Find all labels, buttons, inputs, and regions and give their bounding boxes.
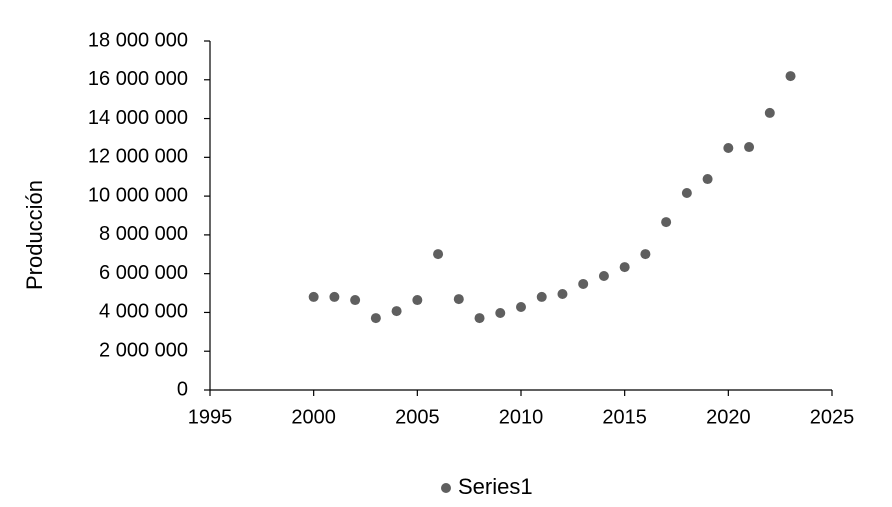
legend-label: Series1 — [458, 474, 533, 499]
point — [661, 217, 672, 228]
y-tick-label: 16 000 000 — [88, 68, 188, 90]
point — [557, 289, 568, 300]
point — [391, 306, 402, 317]
point — [785, 71, 796, 82]
point — [474, 313, 485, 324]
point — [598, 270, 609, 281]
point — [723, 143, 734, 154]
y-axis-label: Producción — [22, 180, 47, 290]
x-tick-label: 2005 — [395, 406, 440, 428]
y-tick-label: 0 — [177, 378, 188, 400]
point — [308, 291, 319, 302]
point — [764, 107, 775, 118]
x-tick-label: 1995 — [188, 406, 233, 428]
point — [516, 302, 526, 313]
point — [681, 188, 692, 199]
point — [578, 278, 589, 289]
point — [453, 294, 464, 305]
x-tick-label: 2025 — [810, 406, 855, 428]
y-tick-label: 2 000 000 — [99, 340, 188, 362]
point — [433, 249, 444, 260]
y-tick-label: 6 000 000 — [99, 262, 188, 284]
x-tick-label: 2020 — [706, 406, 751, 428]
point — [350, 295, 361, 306]
point — [702, 174, 713, 185]
point — [370, 313, 381, 324]
y-tick-label: 14 000 000 — [88, 107, 188, 129]
x-tick-label: 2010 — [499, 406, 544, 428]
x-tick-label: 2015 — [602, 406, 647, 428]
point — [329, 291, 340, 302]
point — [640, 249, 651, 260]
legend-marker — [441, 483, 451, 493]
y-tick-label: 12 000 000 — [88, 146, 188, 168]
point — [619, 262, 630, 273]
y-tick-label: 10 000 000 — [88, 184, 188, 206]
point — [744, 142, 755, 153]
x-tick-label: 2000 — [291, 406, 336, 428]
y-tick-label: 8 000 000 — [99, 223, 188, 245]
point — [536, 291, 547, 302]
point — [412, 295, 423, 306]
y-tick-label: 18 000 000 — [88, 29, 188, 51]
point — [495, 308, 506, 319]
y-tick-label: 4 000 000 — [99, 301, 188, 323]
